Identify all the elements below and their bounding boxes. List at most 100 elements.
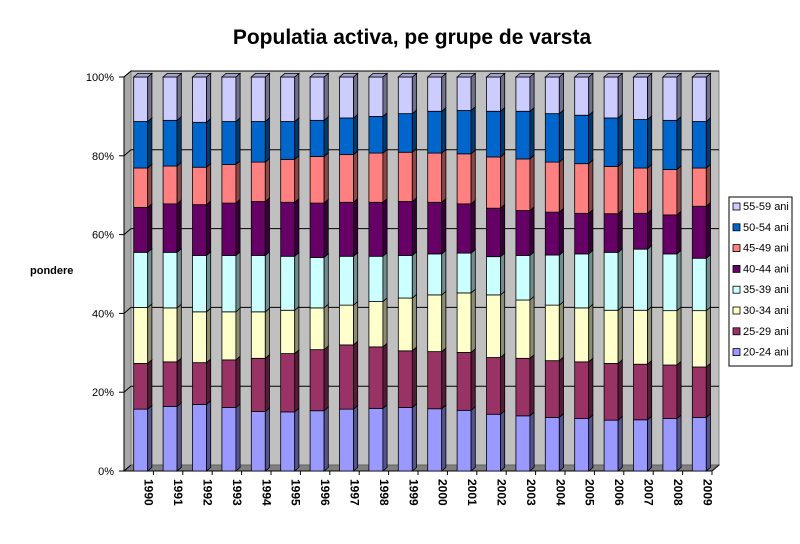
bar-segment: [662, 364, 678, 419]
legend-swatch: [732, 244, 741, 253]
x-tick-label: 2000: [436, 479, 450, 506]
bar-segment: [486, 256, 501, 296]
bar-top: [279, 73, 300, 78]
bar-segment-side: [470, 106, 476, 155]
bar-segment: [192, 166, 207, 206]
bar-segment-side: [558, 250, 564, 306]
bar-segment-side: [294, 349, 300, 413]
bar-segment-side: [617, 72, 623, 119]
bar-segment: [662, 119, 678, 170]
bar-segment: [544, 113, 560, 163]
bar-segment: [397, 151, 413, 202]
legend-swatch: [732, 327, 741, 336]
bar-segment-side: [529, 154, 535, 212]
bar-segment-side: [235, 251, 241, 313]
bar-segment-side: [323, 406, 329, 472]
bar-segment: [486, 294, 501, 358]
bar-segment-side: [147, 303, 153, 365]
y-tick-label: 20%: [92, 387, 114, 399]
bar-segment: [574, 76, 590, 116]
bar-segment-side: [676, 210, 682, 255]
bar-segment-side: [411, 293, 417, 352]
bar-segment-side: [470, 72, 476, 112]
bar-segment-side: [411, 109, 417, 154]
x-tick-label: 2003: [524, 479, 538, 506]
legend-swatch: [732, 306, 741, 315]
bar-segment-side: [176, 115, 182, 167]
bar-segment-side: [206, 162, 212, 206]
bar-segment-side: [617, 161, 623, 215]
bar-segment: [280, 121, 296, 160]
bar-segment-side: [470, 347, 476, 412]
bar-segment-side: [176, 199, 182, 254]
bar-top: [514, 73, 536, 78]
bar-segment: [250, 411, 266, 472]
bar-segment: [280, 158, 296, 203]
bar-segment: [368, 301, 384, 348]
bar-2009: [691, 72, 712, 472]
bar-segment: [309, 119, 325, 157]
bar-segment-side: [588, 159, 594, 215]
bar-segment: [192, 121, 207, 168]
bar-segment: [397, 113, 413, 153]
bar-segment-side: [235, 159, 241, 204]
bar-1999: [397, 72, 418, 472]
bar-segment-side: [353, 72, 359, 119]
bar-segment: [486, 156, 501, 209]
bar-segment: [633, 419, 648, 472]
bar-segment: [691, 205, 707, 259]
bar-segment-side: [353, 150, 359, 204]
bar-segment-side: [176, 161, 182, 205]
bar-segment: [691, 76, 707, 122]
bar-segment: [544, 254, 560, 306]
bar-1996: [309, 72, 330, 472]
back-wall: [130, 70, 720, 466]
bar-segment-side: [676, 165, 682, 216]
bar-2000: [426, 72, 447, 472]
bar-segment: [515, 299, 531, 359]
bar-segment: [221, 121, 237, 165]
bar-segment-side: [529, 206, 535, 257]
bar-segment-side: [647, 163, 653, 215]
legend: 55-59 ani 50-54 ani 45-49 ani 40-44 ani 35-3…: [728, 196, 793, 367]
bar-top: [691, 73, 712, 78]
bar-segment-side: [382, 297, 388, 348]
bar-segment: [515, 210, 531, 256]
bar-segment: [486, 76, 501, 112]
bar-segment-side: [206, 251, 212, 313]
bar-segment: [162, 307, 178, 363]
x-tick-label: 2007: [642, 479, 656, 506]
bar-segment: [221, 76, 237, 122]
bar-segment: [339, 408, 354, 472]
bar-segment-side: [705, 412, 711, 472]
bar-segment-side: [235, 307, 241, 361]
bar-segment: [339, 117, 354, 156]
bar-segment-side: [411, 403, 417, 472]
bar-segment-side: [647, 115, 653, 169]
bar-segment: [368, 152, 384, 203]
bar-segment-side: [617, 209, 623, 254]
x-tick-label: 2001: [465, 479, 479, 506]
gridline-side: [123, 70, 132, 78]
bar-segment-side: [147, 358, 153, 411]
x-tick-label: 1990: [142, 479, 156, 506]
bar-segment: [486, 357, 501, 415]
bar-segment: [456, 110, 472, 155]
bar-segment: [633, 119, 648, 169]
bar-segment-side: [617, 113, 623, 168]
bar-segment: [633, 363, 648, 421]
bar-segment-side: [294, 407, 300, 472]
bar-top: [220, 73, 242, 78]
bar-segment-side: [529, 353, 535, 417]
bar-segment-side: [500, 409, 506, 472]
bar-segment-side: [441, 249, 447, 296]
bar-segment-side: [529, 106, 535, 160]
bar-segment: [603, 76, 619, 119]
legend-entry: 20-24 ani: [743, 347, 789, 359]
bar-segment-side: [588, 72, 594, 117]
bar-top: [367, 73, 389, 78]
bar-segment: [427, 110, 443, 154]
bar-segment-side: [529, 251, 535, 301]
bar-segment: [574, 114, 590, 165]
bar-segment: [250, 255, 266, 313]
